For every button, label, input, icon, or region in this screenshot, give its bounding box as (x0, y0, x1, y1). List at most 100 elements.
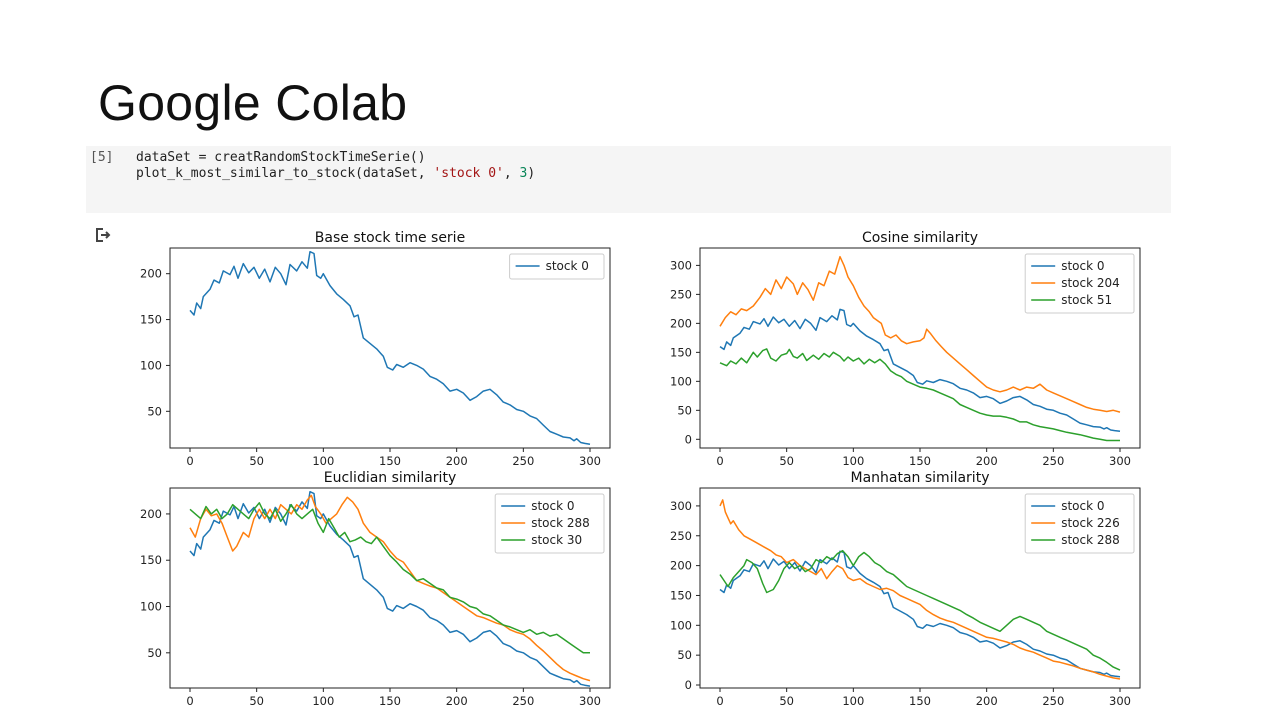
series-line-stock-226 (719, 499, 1121, 680)
series-line-stock-0 (719, 308, 1121, 432)
code-token: 3 (519, 166, 528, 181)
y-tick-label: 50 (147, 646, 162, 660)
legend-label: stock 0 (546, 259, 589, 273)
plot-frame (699, 487, 1141, 689)
plot-frame (699, 247, 1141, 449)
legend-label: stock 0 (1061, 259, 1104, 273)
code-cell[interactable]: [5] dataSet = creatRandomStockTimeSerie(… (86, 146, 1171, 213)
x-tick-label: 0 (716, 454, 723, 468)
chart-svg: Base stock time serie 0 50 100 150 200 250 300 5… (140, 230, 611, 468)
y-tick-label: 200 (670, 316, 692, 330)
series-line-stock-288 (719, 549, 1121, 671)
series-line-stock-51 (719, 348, 1120, 442)
x-tick-label: 0 (186, 454, 193, 468)
x-tick-label: 300 (1109, 694, 1131, 708)
x-tick-label: 200 (446, 454, 468, 468)
output-arrow-icon[interactable] (94, 226, 114, 246)
code-token: plot_k_most_similar_to_stock(dataSet, (136, 166, 434, 181)
x-tick-label: 250 (1042, 694, 1064, 708)
x-tick-label: 200 (976, 694, 998, 708)
x-tick-label: 50 (249, 694, 264, 708)
series-line-stock-0 (189, 250, 591, 446)
legend: stock 0 (509, 253, 605, 280)
legend-label: stock 51 (1061, 293, 1112, 307)
y-tick-label: 300 (670, 258, 692, 272)
y-tick-label: 0 (685, 678, 692, 692)
y-tick-label: 100 (140, 600, 162, 614)
x-tick-label: 100 (312, 454, 334, 468)
x-tick-label: 300 (579, 694, 601, 708)
x-tick-label: 300 (579, 454, 601, 468)
chart-cosine-similarity: Cosine similarity 0 50 100 150 200 250 300 0 50 10… (660, 228, 1150, 472)
x-tick-label: 150 (909, 454, 931, 468)
code-token: , (503, 166, 520, 181)
x-tick-label: 250 (512, 694, 534, 708)
series-line-stock-288 (189, 494, 591, 682)
y-tick-label: 250 (670, 529, 692, 543)
legend: stock 0 stock 204 stock 51 (1024, 253, 1135, 314)
plot-frame (169, 247, 611, 449)
legend: stock 0 stock 288 stock 30 (494, 493, 605, 554)
code-token: ) (527, 166, 536, 181)
series-line-stock-0 (189, 490, 591, 687)
legend-label: stock 0 (531, 499, 574, 513)
y-tick-label: 50 (147, 404, 162, 418)
series-line-stock-0 (719, 550, 1121, 678)
code-line: plot_k_most_similar_to_stock(dataSet, 's… (136, 166, 535, 182)
y-tick-label: 150 (140, 313, 162, 327)
chart-title: Base stock time serie (315, 230, 465, 246)
legend-label: stock 288 (531, 516, 590, 530)
x-tick-label: 100 (842, 694, 864, 708)
x-tick-label: 300 (1109, 454, 1131, 468)
legend-label: stock 288 (1061, 533, 1120, 547)
chart-svg: Manhatan similarity 0 50 100 150 200 250 300 0 50… (670, 470, 1141, 708)
x-tick-label: 100 (312, 694, 334, 708)
legend-label: stock 226 (1061, 516, 1120, 530)
chart-svg: Euclidian similarity 0 50 100 150 200 250 300 50… (140, 470, 611, 708)
chart-title: Cosine similarity (862, 230, 978, 246)
x-tick-label: 0 (186, 694, 193, 708)
y-tick-label: 200 (140, 267, 162, 281)
chart-euclidian-similarity: Euclidian similarity 0 50 100 150 200 250 300 50… (130, 468, 620, 712)
legend-box (494, 493, 605, 554)
y-tick-label: 150 (670, 588, 692, 602)
execution-count: [5] (90, 150, 114, 165)
legend-label: stock 0 (1061, 499, 1104, 513)
y-tick-label: 200 (670, 559, 692, 573)
legend-box (1024, 253, 1135, 314)
y-tick-label: 200 (140, 507, 162, 521)
code-editor[interactable]: dataSet = creatRandomStockTimeSerie() plo… (136, 150, 535, 182)
plot-frame (169, 487, 611, 689)
y-tick-label: 250 (670, 287, 692, 301)
legend-label: stock 30 (531, 533, 582, 547)
y-tick-label: 0 (685, 432, 692, 446)
y-tick-label: 50 (677, 648, 692, 662)
y-tick-label: 300 (670, 499, 692, 513)
y-tick-label: 150 (670, 345, 692, 359)
x-tick-label: 150 (379, 694, 401, 708)
x-tick-label: 100 (842, 454, 864, 468)
code-token: dataSet = creatRandomStockTimeSerie() (136, 150, 426, 165)
chart-title: Manhatan similarity (851, 470, 990, 486)
y-tick-label: 100 (670, 374, 692, 388)
y-tick-label: 100 (140, 358, 162, 372)
chart-title: Euclidian similarity (324, 470, 456, 486)
legend-box (509, 253, 605, 280)
y-tick-label: 50 (677, 403, 692, 417)
x-tick-label: 150 (909, 694, 931, 708)
legend-box (1024, 493, 1135, 554)
x-tick-label: 150 (379, 454, 401, 468)
x-tick-label: 250 (1042, 454, 1064, 468)
x-tick-label: 200 (446, 694, 468, 708)
series-line-stock-30 (189, 502, 590, 654)
chart-base-stock: Base stock time serie 0 50 100 150 200 250 300 5… (130, 228, 620, 472)
y-tick-label: 150 (140, 553, 162, 567)
x-tick-label: 50 (779, 694, 794, 708)
series-line-stock-204 (719, 255, 1121, 413)
chart-svg: Cosine similarity 0 50 100 150 200 250 300 0 50 10… (670, 230, 1141, 468)
x-tick-label: 200 (976, 454, 998, 468)
slide-title: Google Colab (98, 75, 408, 131)
x-tick-label: 250 (512, 454, 534, 468)
code-token: 'stock 0' (433, 166, 504, 181)
chart-manhatan-similarity: Manhatan similarity 0 50 100 150 200 250 300 0 50… (660, 468, 1150, 712)
